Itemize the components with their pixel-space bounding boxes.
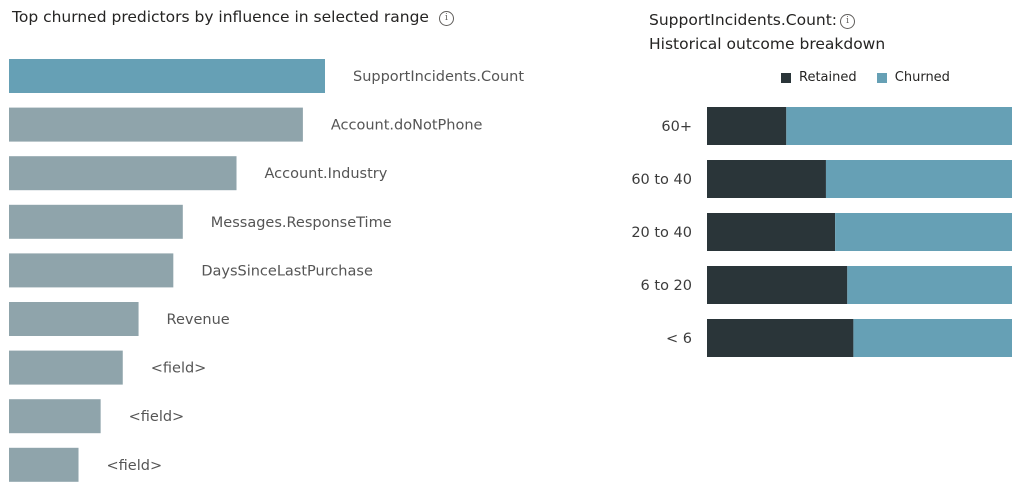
- legend-swatch-retained: [781, 72, 791, 83]
- influencer-bar[interactable]: [9, 447, 79, 482]
- legend-item-retained[interactable]: Retained: [781, 70, 857, 85]
- outcome-category-label: 60 to 40: [631, 172, 692, 188]
- legend-swatch-churned: [876, 72, 887, 83]
- legend-label-retained: Retained: [799, 70, 857, 85]
- influencers-bar-chart: SupportIncidents.Count Account.doNotPhone…: [9, 59, 524, 482]
- outcome-segment-churned[interactable]: [825, 160, 1012, 198]
- outcome-segment-churned[interactable]: [786, 107, 1012, 145]
- influencer-bar[interactable]: [9, 156, 237, 191]
- breakdown-stacked-chart: 60+ 60 to 40 20 to 40 6 to 20 < 6: [631, 107, 1012, 357]
- influencer-label: <field>: [107, 458, 163, 474]
- influencer-label: Revenue: [167, 312, 230, 328]
- outcome-category-label: 6 to 20: [641, 278, 692, 294]
- influencer-bar[interactable]: [9, 59, 325, 93]
- outcome-segment-churned[interactable]: [853, 319, 1012, 357]
- influencer-bar[interactable]: [9, 302, 139, 336]
- legend-item-churned[interactable]: Churned: [876, 70, 950, 85]
- influencer-bar[interactable]: [9, 107, 303, 142]
- influencer-label: <field>: [129, 409, 185, 425]
- outcome-segment-retained[interactable]: [707, 107, 787, 145]
- influencer-label: SupportIncidents.Count: [353, 69, 524, 85]
- breakdown-panel: SupportIncidents.Count: i Historical outc…: [600, 0, 1020, 489]
- influencer-label: <field>: [151, 361, 207, 377]
- influencer-bar[interactable]: [9, 399, 101, 434]
- influencer-label: DaysSinceLastPurchase: [201, 263, 373, 279]
- influencer-label: Account.doNotPhone: [331, 118, 483, 134]
- breakdown-legend: Retained Churned: [781, 70, 966, 87]
- legend-label-churned: Churned: [894, 70, 950, 85]
- outcome-category-label: 60+: [661, 119, 692, 135]
- outcome-segment-retained[interactable]: [707, 266, 848, 304]
- influencer-bar[interactable]: [9, 253, 174, 288]
- outcome-segment-retained[interactable]: [707, 160, 826, 198]
- influencers-panel: Top churned predictors by influence in s…: [9, 8, 524, 482]
- outcome-segment-retained[interactable]: [707, 213, 836, 251]
- influencer-label: Messages.ResponseTime: [211, 215, 392, 231]
- info-icon[interactable]: i: [840, 14, 856, 29]
- outcome-segment-churned[interactable]: [847, 266, 1012, 304]
- outcome-category-label: 20 to 40: [631, 225, 692, 241]
- influencer-label: Account.Industry: [265, 166, 388, 182]
- influencer-bar[interactable]: [9, 350, 123, 385]
- influencers-title: Top churned predictors by influence in s…: [12, 8, 454, 26]
- outcome-segment-churned[interactable]: [835, 213, 1012, 251]
- outcome-category-label: < 6: [666, 331, 692, 347]
- influencer-bar[interactable]: [9, 204, 183, 239]
- breakdown-title: SupportIncidents.Count: i: [649, 11, 856, 29]
- breakdown-subtitle: Historical outcome breakdown: [649, 35, 886, 53]
- info-icon[interactable]: i: [438, 11, 454, 26]
- outcome-segment-retained[interactable]: [707, 319, 854, 357]
